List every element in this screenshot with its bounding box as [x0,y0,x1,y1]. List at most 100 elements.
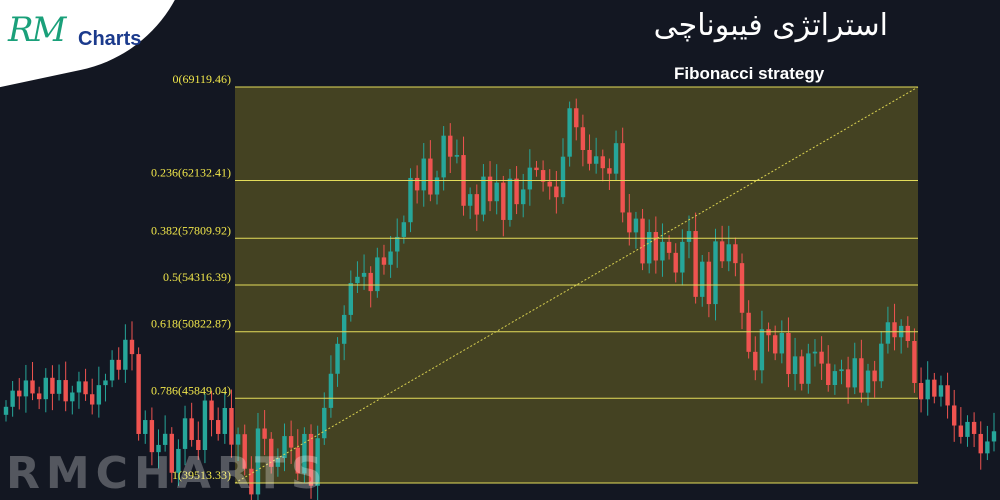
candle [653,216,659,274]
fib-levels [235,86,918,484]
candle-body [70,392,75,402]
candle-body [693,231,698,297]
candle-body [772,335,778,354]
brand-logo[interactable]: RM Charts [6,10,156,60]
candle-body [620,143,625,213]
candle-body [262,428,267,439]
candle-body [766,329,771,336]
candle [467,187,473,219]
candle-body [872,370,877,382]
candle-body [812,351,818,354]
candle [501,175,506,237]
candle-body [719,241,725,262]
candle-body [746,312,751,352]
candle [414,165,420,204]
fib-level-label: 0.618(50822.87) [151,317,231,331]
candle [567,101,572,167]
candle [434,170,440,205]
candle-body [235,434,241,445]
candle [912,328,917,393]
candle [36,386,42,410]
candle [494,164,499,215]
candle-body [567,108,572,157]
candle-body [826,363,831,386]
candle-body [434,177,440,195]
candle-body [494,182,499,202]
candle [839,359,844,385]
candle-body [17,390,22,397]
candle-body [10,390,15,407]
candle [640,208,645,271]
fib-labels: 0(69119.46) 0.236(62132.41) 0.382(57809.92… [151,72,231,482]
candle-body [288,436,294,448]
candle [428,140,433,202]
candle-body [103,380,108,386]
candle [527,149,533,206]
candle-body [189,418,194,440]
candle-body [945,385,950,406]
candle-body [487,176,493,202]
candle [971,412,977,448]
candle [660,223,665,277]
fib-level-label: 0(69119.46) [172,72,231,86]
candle [123,324,128,383]
candle-body [421,158,426,191]
candle-body [593,156,599,164]
candle [938,375,944,407]
candle-body [30,380,35,394]
candle-body [182,418,188,449]
candle [229,389,234,458]
candle-body [162,433,168,445]
candle [879,331,884,388]
candle [978,421,983,470]
candle-body [892,322,897,338]
candle [43,368,48,413]
candle [560,138,566,204]
candle [441,126,446,191]
candle [322,392,327,445]
candle [315,425,320,500]
candle-body [971,421,977,434]
candle-body [806,353,811,384]
candle-body [249,468,254,495]
candle-body [739,263,745,313]
candle-body [905,325,910,341]
candle [521,173,526,218]
candle [10,380,15,417]
candle [945,372,950,419]
candle-body [222,408,228,434]
candle-body [918,382,924,400]
candle [96,366,102,418]
candle-body [215,420,221,434]
candle-body [368,272,373,292]
candle-body [958,425,964,437]
candle [812,339,818,367]
candle [50,365,55,411]
candle [991,412,997,452]
candle-body [96,385,102,405]
candle [733,237,738,277]
candle-body [819,351,824,364]
logo-rm-text: RM [8,10,66,50]
candle [169,427,174,483]
candle [514,166,519,215]
watermark: RMCHARTS [6,448,329,499]
fib-level-label: 1(39513.33) [172,468,231,482]
candle [103,373,108,402]
candle-body [275,458,281,467]
candle [388,235,393,278]
candle-body [196,439,201,451]
candle-body [859,358,864,393]
candle [646,219,652,274]
candle [547,169,552,200]
candle-body [991,431,997,442]
candle [859,339,864,403]
candle-body [521,189,526,205]
chart-subtitle: Fibonacci strategy [674,64,825,83]
logo-charts-text: Charts [78,28,142,50]
candle-body [123,339,128,370]
candle-body [627,212,632,233]
candle [958,407,964,444]
candle [832,364,838,395]
candle-body [355,276,360,284]
